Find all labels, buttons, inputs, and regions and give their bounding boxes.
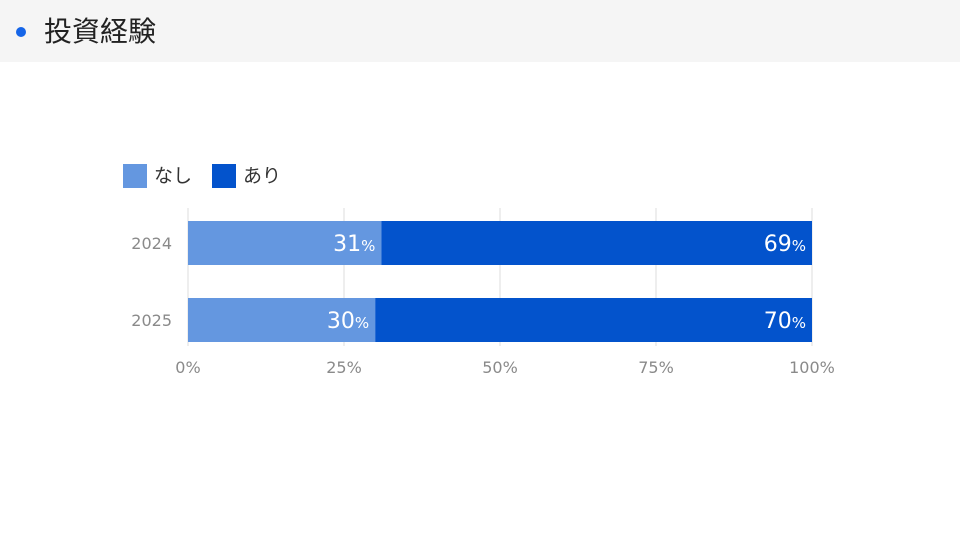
data-label: 69% — [764, 232, 806, 257]
legend-label-ari: あり — [243, 165, 282, 187]
legend-swatch-nashi — [123, 164, 147, 188]
bar-segment — [188, 298, 376, 342]
chart-bars — [188, 221, 812, 342]
y-axis-labels: 2024 2025 — [131, 234, 172, 330]
legend-label-nashi: なし — [154, 165, 193, 187]
x-tick-label: 25% — [326, 358, 362, 377]
data-label: 70% — [764, 309, 806, 334]
x-tick-label: 0% — [175, 358, 200, 377]
data-labels: 31% 69% 30% 70% — [327, 232, 806, 334]
x-tick-label: 100% — [789, 358, 835, 377]
data-label: 31% — [333, 232, 375, 257]
data-label: 30% — [327, 309, 369, 334]
bar-segment — [375, 298, 812, 342]
legend-swatch-ari — [212, 164, 236, 188]
page-title: 投資経験 — [44, 15, 157, 48]
x-axis-labels: 0% 25% 50% 75% 100% — [175, 358, 835, 377]
chart-grid — [187, 208, 813, 346]
title-bullet-icon — [16, 27, 26, 37]
bar-segment — [381, 221, 812, 265]
y-category-label: 2024 — [131, 234, 172, 253]
y-category-label: 2025 — [131, 311, 172, 330]
bar-segment — [188, 221, 382, 265]
x-tick-label: 75% — [638, 358, 674, 377]
header-bar: 投資経験 — [0, 0, 960, 62]
x-tick-label: 50% — [482, 358, 518, 377]
